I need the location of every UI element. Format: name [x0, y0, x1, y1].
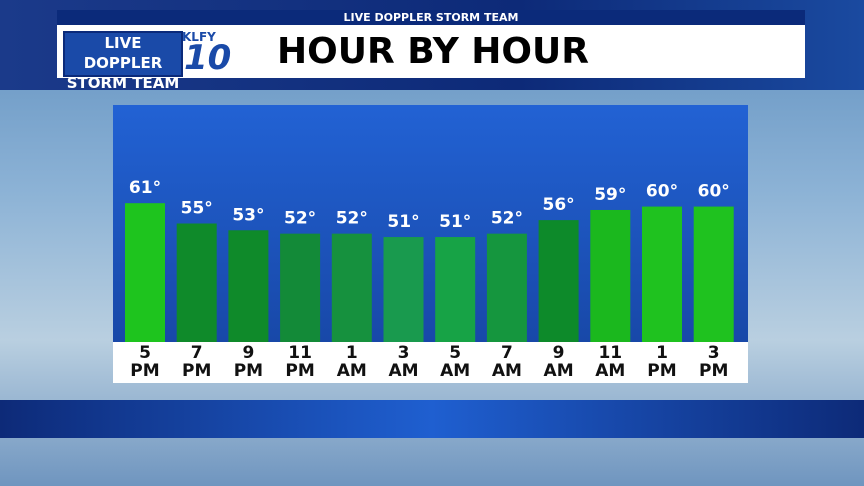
station: KLFY	[182, 30, 216, 44]
bar	[435, 237, 476, 342]
bar	[486, 233, 527, 342]
x-tick-label: 5 AM	[440, 343, 471, 381]
logo: LIVE DOPPLER STORM TEAM	[63, 31, 183, 92]
x-tick-label: 7 AM	[491, 343, 522, 381]
bar	[693, 206, 734, 342]
label-panel	[113, 342, 748, 383]
x-tick-label: 11 PM	[285, 343, 315, 381]
value-label: 55°	[181, 199, 213, 219]
strip: LIVE DOPPLER STORM TEAM	[57, 10, 805, 25]
bar	[176, 223, 217, 342]
x-tick-label: 3 AM	[388, 343, 419, 381]
value-label: 60°	[646, 182, 678, 202]
x-tick-label: 1 AM	[336, 343, 367, 381]
chart-title: HOUR BY HOUR	[277, 31, 589, 72]
logo-line: STORM TEAM	[66, 74, 180, 92]
value-label: 60°	[698, 182, 730, 202]
x-tick-label: 1 PM	[647, 343, 677, 381]
value-label: 53°	[232, 205, 264, 225]
bar	[538, 220, 579, 342]
bar	[642, 206, 682, 342]
value-label: 59°	[594, 185, 626, 205]
bar	[125, 203, 165, 342]
x-tick-label: 9 PM	[233, 343, 264, 381]
x-tick-label: 3 PM	[698, 343, 729, 381]
channel: 10	[184, 38, 232, 78]
x-tick-label: 7 PM	[181, 343, 212, 381]
x-tick-label: 11 AM	[595, 343, 626, 381]
value-label: 51°	[387, 212, 419, 232]
value-label: 52°	[284, 209, 316, 229]
x-tick-label: 9 AM	[543, 343, 574, 381]
value-label: 56°	[543, 195, 575, 215]
bar	[228, 230, 269, 342]
bar	[331, 233, 372, 342]
value-label: 52°	[336, 209, 368, 229]
bar	[590, 209, 631, 342]
bar	[383, 237, 424, 342]
x-tick-label: 5 PM	[130, 343, 160, 381]
value-label: 51°	[439, 212, 471, 232]
value-label: 52°	[491, 209, 523, 229]
logo-line: LIVE DOPPLER	[83, 34, 163, 72]
bar	[280, 233, 321, 342]
value-label: 61°	[129, 178, 161, 198]
bottom-band	[0, 400, 864, 438]
